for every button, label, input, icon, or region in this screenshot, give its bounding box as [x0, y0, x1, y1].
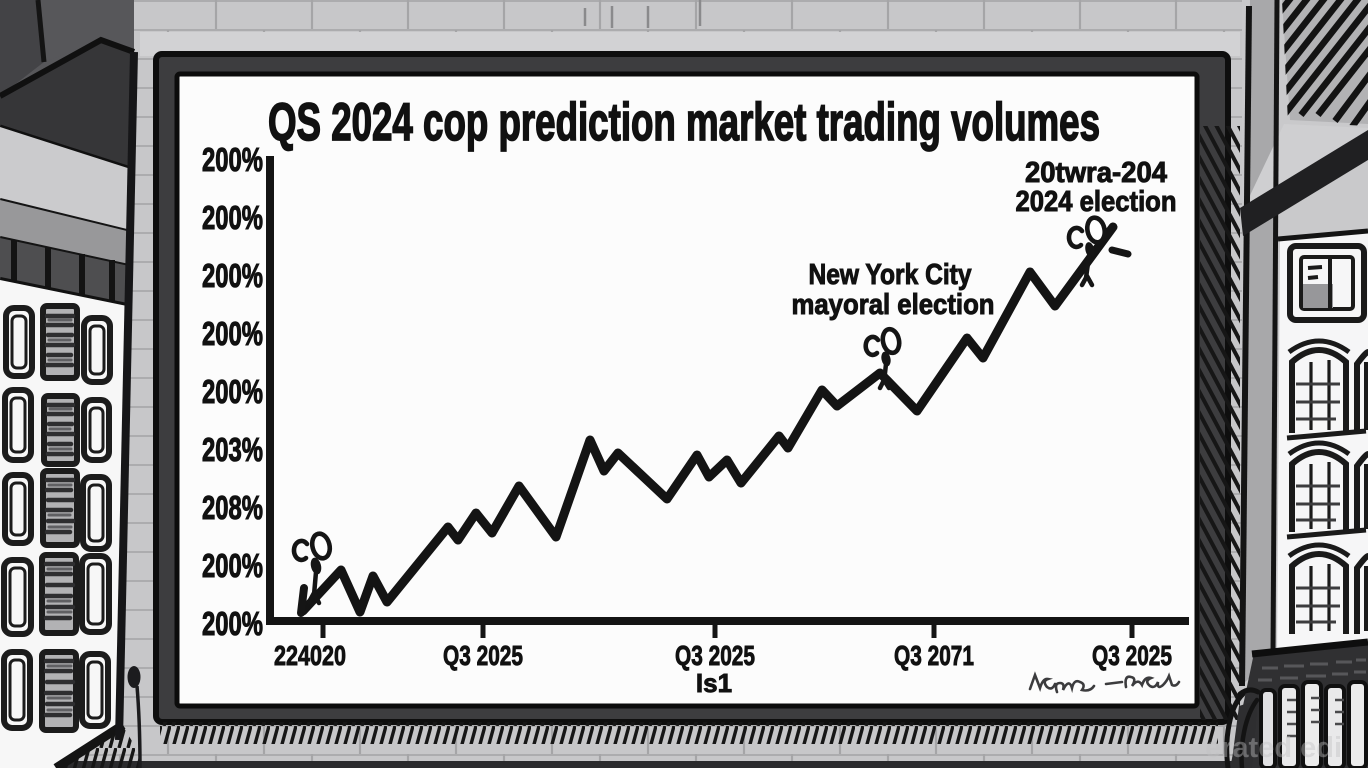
- svg-text:208%: 208%: [202, 489, 263, 526]
- svg-text:200%: 200%: [202, 257, 263, 294]
- svg-text:QS 2024 cop prediction market: QS 2024 cop prediction market trading vo…: [268, 93, 1100, 152]
- svg-text:Q3 2025: Q3 2025: [675, 640, 755, 671]
- svg-text:20twra-204: 20twra-204: [1025, 157, 1167, 189]
- svg-text:Q3 2071: Q3 2071: [894, 640, 974, 671]
- svg-text:mayoral election: mayoral election: [792, 289, 995, 321]
- svg-text:Q3 2025: Q3 2025: [1092, 640, 1172, 671]
- svg-text:200%: 200%: [202, 373, 263, 410]
- svg-text:Q3 2025: Q3 2025: [443, 640, 523, 671]
- svg-text:200%: 200%: [202, 547, 263, 584]
- svg-text:200%: 200%: [202, 141, 263, 178]
- svg-text:224020: 224020: [274, 640, 346, 671]
- svg-text:200%: 200%: [202, 315, 263, 352]
- svg-text:New York City: New York City: [809, 259, 972, 291]
- svg-text:200%: 200%: [202, 199, 263, 236]
- svg-text:2024 election: 2024 election: [1016, 186, 1177, 218]
- svg-text:200%: 200%: [202, 605, 263, 642]
- svg-text:Is1: Is1: [696, 668, 732, 698]
- svg-text:erated edi: erated edi: [1205, 732, 1342, 764]
- svg-text:203%: 203%: [202, 431, 263, 468]
